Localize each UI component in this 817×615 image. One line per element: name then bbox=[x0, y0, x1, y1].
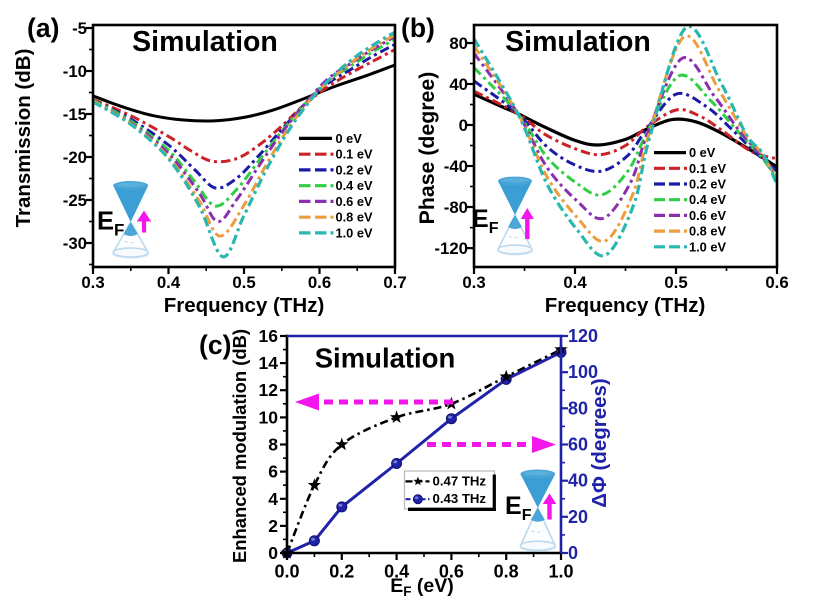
svg-text:0.8 eV: 0.8 eV bbox=[689, 224, 726, 239]
svg-text:0.6: 0.6 bbox=[308, 273, 331, 292]
svg-text:EF (eV): EF (eV) bbox=[390, 575, 454, 599]
svg-text:1.0 eV: 1.0 eV bbox=[336, 225, 373, 240]
svg-text:(c): (c) bbox=[199, 330, 231, 360]
svg-text:0.8: 0.8 bbox=[494, 562, 519, 582]
svg-text:10: 10 bbox=[259, 407, 279, 427]
svg-text:0.1 eV: 0.1 eV bbox=[336, 147, 373, 162]
svg-text:0: 0 bbox=[459, 116, 468, 135]
svg-text:16: 16 bbox=[259, 326, 279, 346]
svg-text:(a): (a) bbox=[27, 13, 59, 43]
svg-text:0.4: 0.4 bbox=[384, 562, 409, 582]
svg-text:100: 100 bbox=[568, 362, 598, 382]
svg-text:0 eV: 0 eV bbox=[336, 131, 363, 146]
svg-text:-15: -15 bbox=[63, 105, 87, 124]
svg-text:14: 14 bbox=[259, 353, 279, 373]
svg-text:0.6 eV: 0.6 eV bbox=[336, 194, 373, 209]
svg-text:-40: -40 bbox=[444, 157, 468, 176]
svg-text:4: 4 bbox=[268, 489, 278, 509]
svg-text:-20: -20 bbox=[63, 148, 87, 167]
svg-text:0.2 eV: 0.2 eV bbox=[689, 177, 726, 192]
svg-text:Frequency (THz): Frequency (THz) bbox=[545, 294, 706, 317]
svg-text:-25: -25 bbox=[63, 191, 87, 210]
svg-text:0 eV: 0 eV bbox=[689, 145, 716, 160]
svg-text:0.4: 0.4 bbox=[157, 273, 181, 292]
svg-text:0.0: 0.0 bbox=[274, 562, 299, 582]
svg-text:Enhanced modulation (dB): Enhanced modulation (dB) bbox=[229, 329, 250, 563]
svg-text:1.0: 1.0 bbox=[548, 562, 573, 582]
svg-text:0.5: 0.5 bbox=[232, 273, 255, 292]
svg-text:-10: -10 bbox=[63, 62, 87, 81]
svg-text:-80: -80 bbox=[444, 198, 468, 217]
svg-text:0: 0 bbox=[268, 543, 278, 563]
svg-text:0.3: 0.3 bbox=[81, 273, 104, 292]
svg-text:40: 40 bbox=[449, 75, 468, 94]
svg-text:0.8 eV: 0.8 eV bbox=[336, 210, 373, 225]
svg-text:60: 60 bbox=[568, 435, 588, 455]
svg-text:Simulation: Simulation bbox=[132, 26, 278, 58]
svg-text:(b): (b) bbox=[401, 13, 435, 43]
svg-text:0.4 eV: 0.4 eV bbox=[689, 192, 726, 207]
svg-text:0.2 eV: 0.2 eV bbox=[336, 162, 373, 177]
svg-text:6: 6 bbox=[268, 462, 278, 482]
svg-text:EF: EF bbox=[505, 492, 532, 524]
svg-text:0.4 eV: 0.4 eV bbox=[336, 178, 373, 193]
svg-text:20: 20 bbox=[568, 507, 588, 527]
svg-text:0.5: 0.5 bbox=[664, 273, 687, 292]
svg-text:0.6: 0.6 bbox=[439, 562, 464, 582]
svg-text:Frequency (THz): Frequency (THz) bbox=[164, 294, 325, 317]
svg-text:0.47 THz: 0.47 THz bbox=[433, 473, 487, 488]
svg-text:-30: -30 bbox=[63, 234, 87, 253]
svg-text:0.3: 0.3 bbox=[462, 273, 485, 292]
svg-text:Simulation: Simulation bbox=[315, 343, 456, 374]
svg-text:0.7: 0.7 bbox=[383, 273, 406, 292]
svg-text:0.6: 0.6 bbox=[765, 273, 788, 292]
svg-text:Phase (degree): Phase (degree) bbox=[415, 72, 439, 225]
svg-text:80: 80 bbox=[449, 34, 468, 53]
svg-text:0.43 THz: 0.43 THz bbox=[433, 491, 487, 506]
svg-text:EF: EF bbox=[97, 208, 124, 240]
svg-text:80: 80 bbox=[568, 398, 588, 418]
svg-text:Simulation: Simulation bbox=[505, 26, 651, 58]
svg-text:12: 12 bbox=[259, 380, 279, 400]
svg-text:1.0 eV: 1.0 eV bbox=[689, 239, 726, 254]
svg-text:-5: -5 bbox=[72, 19, 87, 38]
svg-text:120: 120 bbox=[568, 326, 598, 346]
svg-text:0.4: 0.4 bbox=[563, 273, 587, 292]
svg-text:0.1 eV: 0.1 eV bbox=[689, 161, 726, 176]
svg-text:0.6 eV: 0.6 eV bbox=[689, 208, 726, 223]
svg-text:-120: -120 bbox=[434, 239, 468, 258]
svg-text:40: 40 bbox=[568, 471, 588, 491]
svg-text:8: 8 bbox=[268, 435, 278, 455]
svg-text:Transmission (dB): Transmission (dB) bbox=[12, 49, 35, 228]
svg-text:ΔΦ (degrees): ΔΦ (degrees) bbox=[588, 378, 611, 508]
svg-text:0: 0 bbox=[568, 543, 578, 563]
svg-text:2: 2 bbox=[268, 516, 278, 536]
svg-text:0.2: 0.2 bbox=[329, 562, 354, 582]
